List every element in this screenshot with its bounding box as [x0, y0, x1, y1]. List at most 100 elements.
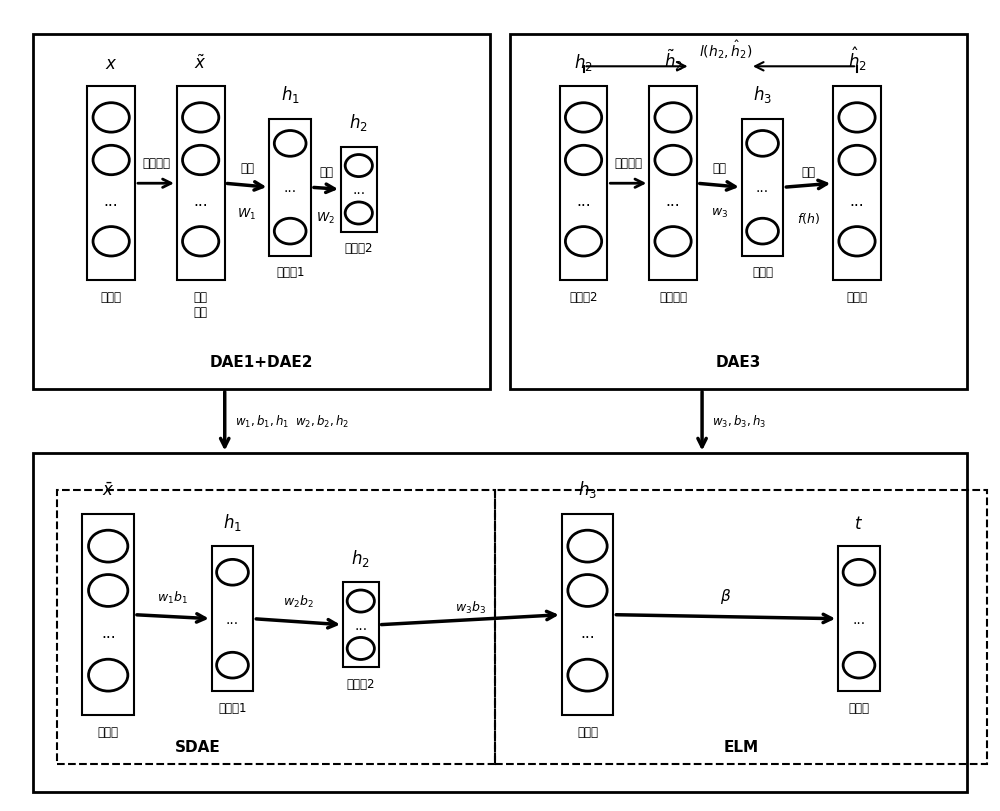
Circle shape: [93, 146, 129, 175]
Text: ...: ...: [104, 194, 118, 209]
Text: 退化处理: 退化处理: [614, 157, 642, 169]
Text: $w_1b_1$: $w_1b_1$: [157, 589, 188, 605]
Circle shape: [274, 131, 306, 157]
Text: 特征层2: 特征层2: [347, 677, 375, 690]
Circle shape: [89, 575, 128, 607]
Bar: [833, 88, 881, 281]
Circle shape: [655, 227, 691, 257]
Circle shape: [747, 219, 778, 245]
Text: $w_3$: $w_3$: [711, 207, 728, 220]
Text: ...: ...: [580, 625, 595, 641]
Text: $\tilde{x}$: $\tilde{x}$: [194, 54, 207, 73]
Circle shape: [183, 146, 219, 175]
Bar: [560, 88, 607, 281]
Bar: [838, 547, 880, 692]
Bar: [562, 514, 613, 715]
Text: $w_2b_2$: $w_2b_2$: [283, 593, 313, 609]
Text: $h_1$: $h_1$: [223, 511, 242, 532]
Circle shape: [565, 146, 602, 175]
Text: 编码: 编码: [712, 161, 726, 174]
Circle shape: [568, 575, 607, 607]
Text: 输出层: 输出层: [848, 701, 869, 714]
Text: ...: ...: [193, 194, 208, 209]
Bar: [212, 547, 253, 692]
Circle shape: [347, 590, 374, 612]
Bar: [510, 35, 967, 389]
Circle shape: [217, 560, 248, 586]
Circle shape: [89, 659, 128, 691]
Circle shape: [568, 530, 607, 562]
Text: $h_2$: $h_2$: [351, 547, 370, 569]
Bar: [33, 454, 967, 792]
Circle shape: [93, 227, 129, 257]
Bar: [82, 514, 134, 715]
Text: 编码: 编码: [240, 161, 254, 174]
Text: $w_3b_3$: $w_3b_3$: [455, 599, 486, 616]
Bar: [341, 148, 377, 232]
Bar: [33, 35, 490, 389]
Circle shape: [345, 156, 372, 178]
Text: ...: ...: [576, 194, 591, 209]
Text: 特征层1: 特征层1: [276, 266, 304, 279]
Circle shape: [93, 104, 129, 133]
Text: $f(h)$: $f(h)$: [797, 211, 820, 225]
Text: $\beta$: $\beta$: [720, 586, 731, 605]
Text: $h_2$: $h_2$: [574, 52, 593, 73]
Circle shape: [183, 227, 219, 257]
Text: $x$: $x$: [105, 55, 117, 73]
Text: ...: ...: [756, 181, 769, 195]
Circle shape: [843, 560, 875, 586]
Text: 退化处理: 退化处理: [142, 157, 170, 169]
Circle shape: [843, 653, 875, 678]
Circle shape: [217, 653, 248, 678]
Circle shape: [183, 104, 219, 133]
Circle shape: [347, 637, 374, 659]
Bar: [343, 582, 379, 667]
Bar: [177, 88, 225, 281]
Text: ...: ...: [852, 612, 866, 626]
Text: 输入层: 输入层: [98, 725, 119, 738]
Text: ELM: ELM: [724, 740, 759, 754]
Text: 解码: 解码: [801, 165, 815, 178]
Text: DAE1+DAE2: DAE1+DAE2: [210, 354, 313, 369]
Bar: [269, 119, 311, 256]
Bar: [649, 88, 697, 281]
Text: $w_1,b_1,h_1\;$ $w_2,b_2,h_2$: $w_1,b_1,h_1\;$ $w_2,b_2,h_2$: [235, 414, 349, 430]
Text: ...: ...: [101, 625, 116, 641]
Circle shape: [565, 104, 602, 133]
Text: 特征层1: 特征层1: [218, 701, 247, 714]
Text: ...: ...: [352, 183, 365, 197]
Circle shape: [747, 131, 778, 157]
Circle shape: [655, 146, 691, 175]
Text: $h_3$: $h_3$: [753, 84, 772, 105]
Bar: [57, 490, 495, 764]
Text: $t$: $t$: [854, 514, 864, 532]
Text: 隐含层: 隐含层: [752, 266, 773, 279]
Text: ...: ...: [226, 612, 239, 626]
Text: ...: ...: [284, 181, 297, 195]
Text: 特征层2: 特征层2: [345, 242, 373, 255]
Text: $h_2$: $h_2$: [349, 112, 368, 133]
Circle shape: [568, 659, 607, 691]
Text: $W_2$: $W_2$: [316, 211, 335, 225]
Text: SDAE: SDAE: [175, 740, 220, 754]
Text: 编码: 编码: [319, 165, 333, 178]
Circle shape: [274, 219, 306, 245]
Circle shape: [839, 227, 875, 257]
Circle shape: [655, 104, 691, 133]
Text: 隐含层: 隐含层: [577, 725, 598, 738]
Text: $\hat{h}_2$: $\hat{h}_2$: [848, 45, 866, 73]
Text: $h_3$: $h_3$: [578, 478, 597, 500]
Circle shape: [345, 203, 372, 225]
Text: $\bar{x}$: $\bar{x}$: [102, 482, 114, 500]
Text: $l(h_2,\hat{h}_2)$: $l(h_2,\hat{h}_2)$: [699, 38, 752, 61]
Text: $w_3,b_3,h_3$: $w_3,b_3,h_3$: [712, 414, 766, 430]
Bar: [495, 490, 987, 764]
Bar: [742, 119, 783, 256]
Text: 输入层: 输入层: [101, 290, 122, 303]
Text: ...: ...: [666, 194, 680, 209]
Text: $\tilde{h}_2$: $\tilde{h}_2$: [664, 48, 683, 73]
Text: DAE3: DAE3: [716, 354, 761, 369]
Text: $W_1$: $W_1$: [237, 207, 256, 221]
Text: ...: ...: [354, 618, 367, 632]
